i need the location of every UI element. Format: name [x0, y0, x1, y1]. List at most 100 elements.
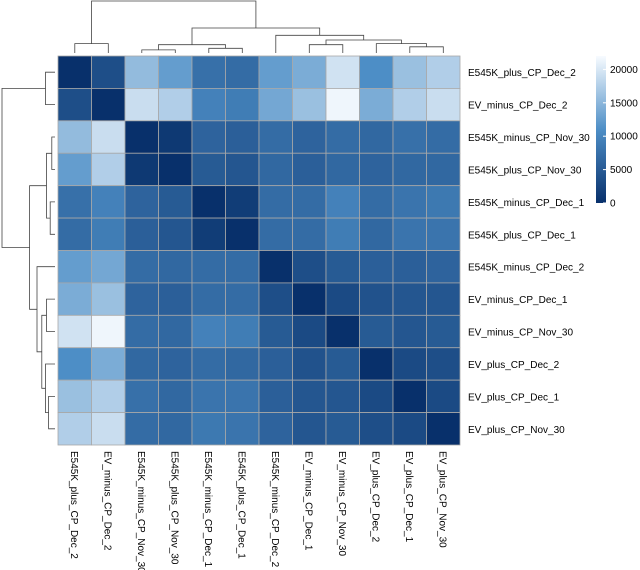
- row-labels: E545K_plus_CP_Dec_2 EV_minus_CP_Dec_2 E545…: [468, 68, 590, 436]
- heatmap-cell: [426, 152, 461, 187]
- row-label: E545K_plus_CP_Dec_2: [468, 68, 576, 79]
- heatmap-cell: [225, 185, 260, 219]
- heatmap-cell: [191, 412, 226, 446]
- heatmap-cell: [191, 120, 226, 154]
- heatmap-cell: [124, 88, 159, 122]
- column-label: E545K_minus_CP_Dec_1: [202, 451, 213, 568]
- heatmap-cell: [225, 347, 260, 381]
- heatmap-cell: [292, 347, 327, 381]
- dendrogram-branch: [409, 46, 444, 53]
- heatmap-cell: [258, 185, 293, 219]
- legend-ticks: 0 5000 10000 15000 20000: [603, 65, 638, 210]
- heatmap-cell: [225, 152, 260, 187]
- heatmap-cell: [91, 88, 126, 122]
- heatmap-cell: [57, 412, 92, 446]
- heatmap-cell: [57, 55, 92, 89]
- heatmap-cell: [258, 88, 293, 122]
- row-label: E545K_plus_CP_Dec_1: [468, 230, 576, 241]
- heatmap-cell: [191, 379, 226, 413]
- heatmap-cell: [426, 347, 461, 381]
- heatmap-cell: [392, 250, 427, 284]
- row-label: E545K_minus_CP_Dec_1: [468, 198, 585, 209]
- heatmap-cell: [191, 88, 226, 122]
- heatmap-cell: [292, 250, 327, 284]
- heatmap-cell: [392, 412, 427, 446]
- dendrogram-branch: [191, 27, 321, 45]
- heatmap-cell: [57, 314, 92, 349]
- column-label: E545K_plus_CP_Dec_2: [68, 451, 79, 559]
- column-label: E545K_minus_CP_Dec_2: [269, 451, 280, 568]
- heatmap-cell: [359, 250, 394, 284]
- column-label: EV_plus_CP_Nov_30: [436, 451, 447, 548]
- heatmap-cell: [359, 88, 394, 122]
- dendrogram-branch: [46, 298, 55, 332]
- heatmap-cell: [426, 55, 461, 89]
- heatmap-cell: [292, 152, 327, 187]
- row-label: EV_plus_CP_Dec_2: [468, 360, 560, 371]
- heatmap-cell: [57, 347, 92, 381]
- column-label: EV_minus_CP_Dec_2: [101, 451, 112, 551]
- heatmap-cell: [258, 217, 293, 251]
- heatmap-cell: [325, 185, 360, 219]
- heatmap-cell: [426, 88, 461, 122]
- row-label: E545K_plus_CP_Nov_30: [468, 166, 582, 177]
- row-label: EV_plus_CP_Nov_30: [468, 425, 565, 436]
- heatmap-cell: [392, 282, 427, 316]
- heatmap-cells: [57, 55, 461, 446]
- heatmap-cell: [57, 88, 92, 122]
- heatmap-cell: [57, 282, 92, 316]
- dendrogram-branch: [141, 49, 176, 53]
- heatmap-cell: [392, 314, 427, 349]
- legend-tick-label: 0: [610, 199, 616, 210]
- heatmap-cell: [258, 379, 293, 413]
- heatmap-cell: [426, 217, 461, 251]
- heatmap-cell: [124, 250, 159, 284]
- heatmap-cell: [124, 347, 159, 381]
- heatmap-cell: [191, 152, 226, 187]
- heatmap-cell: [191, 217, 226, 251]
- dendrogram-branch: [36, 266, 55, 353]
- heatmap-cell: [57, 185, 92, 219]
- heatmap-cell: [258, 120, 293, 154]
- legend-tick-label: 5000: [610, 165, 633, 176]
- heatmap-cell: [359, 152, 394, 187]
- heatmap-cell: [325, 379, 360, 413]
- heatmap-cell: [191, 314, 226, 349]
- heatmap-cell: [91, 120, 126, 154]
- heatmap-cell: [225, 55, 260, 89]
- heatmap-cell: [426, 412, 461, 446]
- heatmap-cell: [392, 120, 427, 154]
- color-legend: 0 5000 10000 15000 20000: [596, 56, 638, 210]
- legend-tick-label: 20000: [610, 65, 638, 76]
- heatmap-cell: [225, 217, 260, 251]
- heatmap-cell: [191, 282, 226, 316]
- dendrogram-branch: [74, 43, 109, 53]
- heatmap-cell: [292, 282, 327, 316]
- heatmap-cell: [124, 217, 159, 251]
- heatmap-cell: [325, 88, 360, 122]
- column-label: E545K_plus_CP_Nov_30: [168, 451, 179, 565]
- heatmap-cell: [392, 185, 427, 219]
- heatmap-cell: [225, 120, 260, 154]
- heatmap-cell: [91, 55, 126, 89]
- heatmap-cell: [57, 217, 92, 251]
- heatmap-cell: [292, 412, 327, 446]
- heatmap-cell: [91, 347, 126, 381]
- heatmap-cell: [325, 314, 360, 349]
- heatmap-cell: [57, 250, 92, 284]
- heatmap-cell: [392, 55, 427, 89]
- legend-tick-label: 15000: [610, 98, 638, 109]
- heatmap-cell: [191, 250, 226, 284]
- heatmap-cell: [57, 120, 92, 154]
- heatmap-cell: [158, 314, 193, 349]
- heatmap-cell: [124, 152, 159, 187]
- row-dendrogram: [1, 71, 55, 430]
- heatmap-cell: [325, 55, 360, 89]
- heatmap-cell: [325, 120, 360, 154]
- heatmap-cell: [191, 185, 226, 219]
- heatmap-cell: [158, 347, 193, 381]
- column-label: E545K_plus_CP_Dec_1: [235, 451, 246, 559]
- heatmap-cell: [158, 120, 193, 154]
- heatmap-cell: [392, 88, 427, 122]
- heatmap-cell: [91, 185, 126, 219]
